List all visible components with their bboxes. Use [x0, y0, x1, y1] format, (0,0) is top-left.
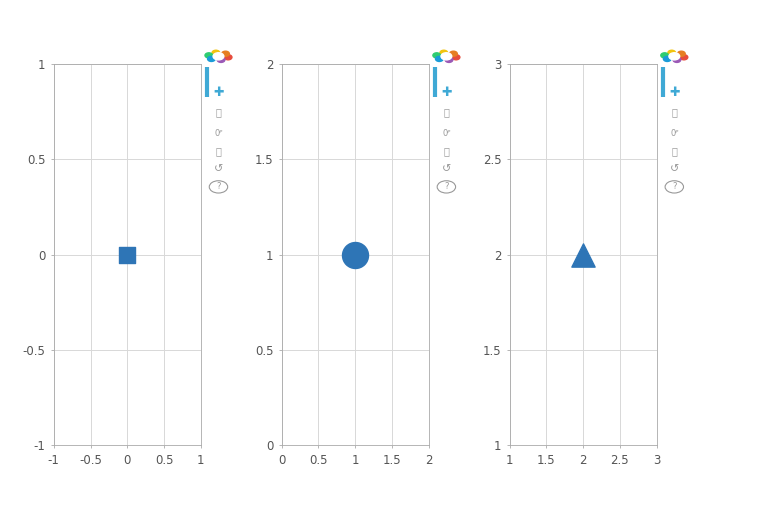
Text: ?: ? — [672, 182, 677, 191]
Point — [349, 251, 362, 259]
Text: ?: ? — [444, 182, 449, 191]
Text: 0ᴾ: 0ᴾ — [214, 129, 223, 138]
Text: ?: ? — [217, 182, 220, 191]
Text: ↺: ↺ — [670, 164, 679, 174]
Text: 🔍: 🔍 — [216, 108, 221, 118]
Text: 💾: 💾 — [443, 146, 449, 156]
Text: ↺: ↺ — [442, 164, 451, 174]
Text: 🔍: 🔍 — [443, 108, 449, 118]
Text: 💾: 💾 — [671, 146, 677, 156]
Text: 💾: 💾 — [216, 146, 221, 156]
Text: 0ᴾ: 0ᴾ — [442, 129, 451, 138]
Point — [121, 251, 134, 259]
Text: 🔍: 🔍 — [671, 108, 677, 118]
Point — [577, 251, 589, 259]
Text: ✚: ✚ — [441, 86, 452, 99]
Text: ✚: ✚ — [214, 86, 223, 99]
Text: 0ᴾ: 0ᴾ — [670, 129, 678, 138]
Text: ✚: ✚ — [669, 86, 680, 99]
Text: ↺: ↺ — [214, 164, 223, 174]
